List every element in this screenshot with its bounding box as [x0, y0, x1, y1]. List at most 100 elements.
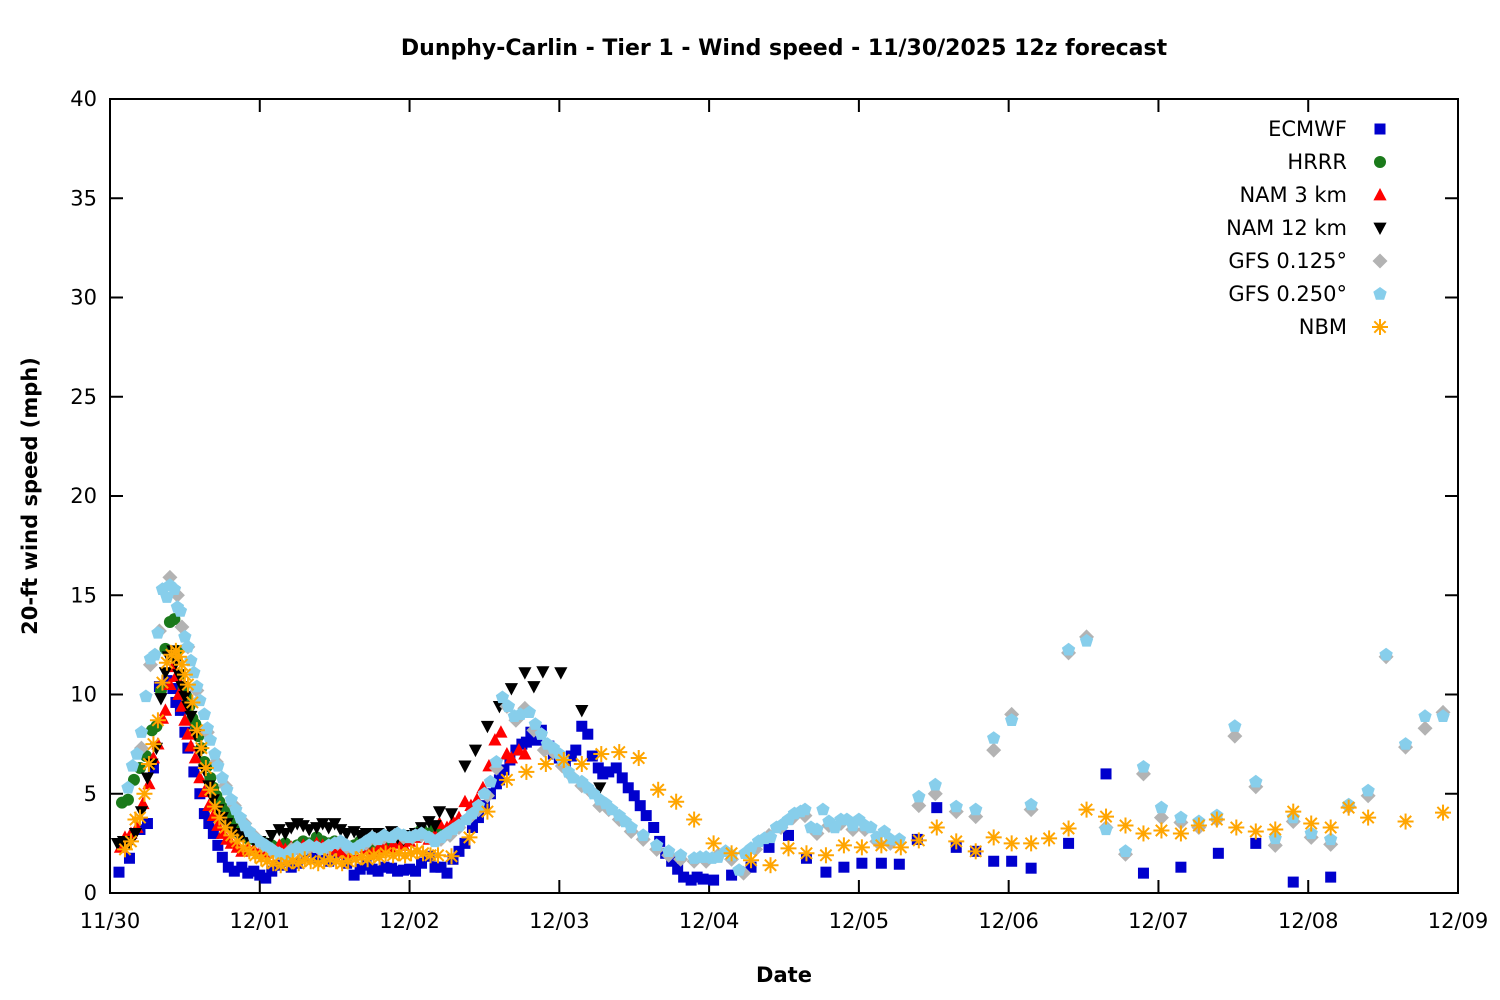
data-point-marker	[141, 818, 153, 830]
data-point-marker	[912, 789, 926, 803]
data-point-marker	[1100, 768, 1112, 780]
data-point-marker	[127, 773, 140, 786]
data-point-marker	[134, 806, 149, 819]
data-point-marker	[1174, 810, 1188, 824]
data-point-marker	[347, 826, 361, 839]
data-point-marker	[316, 818, 330, 831]
data-point-marker	[432, 806, 447, 819]
x-axis-title: Date	[756, 963, 812, 987]
data-point-marker	[624, 820, 638, 834]
data-point-marker	[435, 861, 447, 873]
data-point-marker	[463, 831, 476, 844]
data-point-marker	[340, 828, 354, 841]
data-point-marker	[1304, 826, 1318, 840]
data-point-marker	[1042, 832, 1056, 845]
data-point-marker	[203, 818, 215, 830]
data-point-marker	[685, 874, 697, 886]
data-point-marker	[416, 857, 428, 869]
data-point-marker	[158, 703, 173, 716]
data-point-marker	[367, 848, 380, 862]
data-point-marker	[628, 790, 640, 802]
data-point-marker	[764, 858, 777, 872]
data-point-marker	[254, 851, 268, 865]
x-tick-label: 12/07	[1128, 909, 1189, 933]
data-point-marker	[1361, 783, 1375, 797]
y-tick-label: 0	[84, 881, 97, 905]
data-point-marker	[218, 821, 232, 834]
data-point-marker	[1304, 817, 1318, 830]
data-point-marker	[379, 846, 392, 860]
data-point-marker	[987, 831, 1001, 844]
data-point-marker	[173, 604, 188, 617]
x-tick-label: 12/01	[230, 909, 291, 933]
data-point-marker	[181, 727, 195, 740]
x-tick-label: 12/05	[829, 909, 890, 933]
data-point-marker	[1399, 815, 1412, 828]
data-point-marker	[744, 853, 758, 867]
data-point-marker	[254, 869, 266, 881]
data-point-marker	[518, 747, 532, 760]
data-point-marker	[616, 772, 628, 784]
data-point-marker	[1436, 709, 1450, 722]
data-point-marker	[481, 805, 494, 818]
data-point-marker	[142, 757, 156, 771]
data-point-marker	[1080, 803, 1093, 816]
data-point-marker	[311, 851, 323, 863]
data-point-marker	[236, 840, 250, 854]
data-point-marker	[298, 852, 312, 866]
data-point-marker	[447, 853, 459, 865]
data-point-marker	[156, 676, 169, 689]
triangle-down-icon	[1373, 222, 1387, 235]
data-point-marker	[170, 696, 182, 708]
data-point-marker	[554, 667, 568, 680]
data-point-marker	[622, 782, 634, 794]
data-point-marker	[188, 751, 202, 764]
data-point-marker	[782, 829, 794, 841]
data-point-marker	[893, 858, 905, 870]
circle-marker-icon	[1347, 150, 1413, 174]
data-point-marker	[260, 854, 274, 868]
x-tick-label: 11/30	[80, 909, 141, 933]
data-point-marker	[187, 665, 201, 679]
data-point-marker	[800, 846, 813, 860]
data-point-marker	[1227, 728, 1243, 744]
chart-title: Dunphy-Carlin - Tier 1 - Wind speed - 11…	[400, 36, 1168, 61]
data-point-marker	[672, 863, 684, 875]
data-point-marker	[416, 846, 430, 860]
data-point-marker	[208, 747, 222, 760]
data-point-marker	[1099, 810, 1113, 823]
legend-label: HRRR	[1287, 149, 1347, 174]
legend-label: GFS 0.250°	[1228, 281, 1347, 306]
data-point-marker	[1137, 867, 1149, 879]
y-tick-label: 5	[84, 782, 97, 806]
data-point-marker	[208, 800, 222, 814]
data-point-marker	[478, 800, 490, 812]
data-point-marker	[582, 728, 594, 740]
data-point-marker	[172, 650, 186, 664]
data-point-marker	[640, 810, 652, 822]
data-point-marker	[662, 844, 676, 857]
circle-icon	[1374, 155, 1386, 168]
data-point-marker	[483, 774, 498, 788]
data-point-marker	[167, 582, 182, 595]
data-point-marker	[215, 770, 229, 784]
legend-item-hrrr: HRRR	[1100, 145, 1413, 178]
data-point-marker	[877, 824, 891, 838]
data-point-marker	[341, 854, 355, 868]
data-point-marker	[1025, 862, 1037, 874]
data-point-marker	[366, 863, 378, 875]
data-point-marker	[178, 713, 192, 726]
y-tick-label: 15	[70, 583, 97, 607]
data-point-marker	[1061, 642, 1076, 656]
data-point-marker	[329, 854, 343, 868]
data-point-marker	[184, 710, 198, 724]
data-point-marker	[651, 783, 665, 797]
data-point-marker	[360, 859, 372, 871]
data-point-marker	[428, 820, 442, 833]
data-point-marker	[536, 666, 550, 679]
data-point-marker	[480, 720, 495, 734]
data-point-marker	[522, 705, 536, 718]
data-point-marker	[228, 865, 240, 877]
data-point-marker	[193, 770, 207, 784]
